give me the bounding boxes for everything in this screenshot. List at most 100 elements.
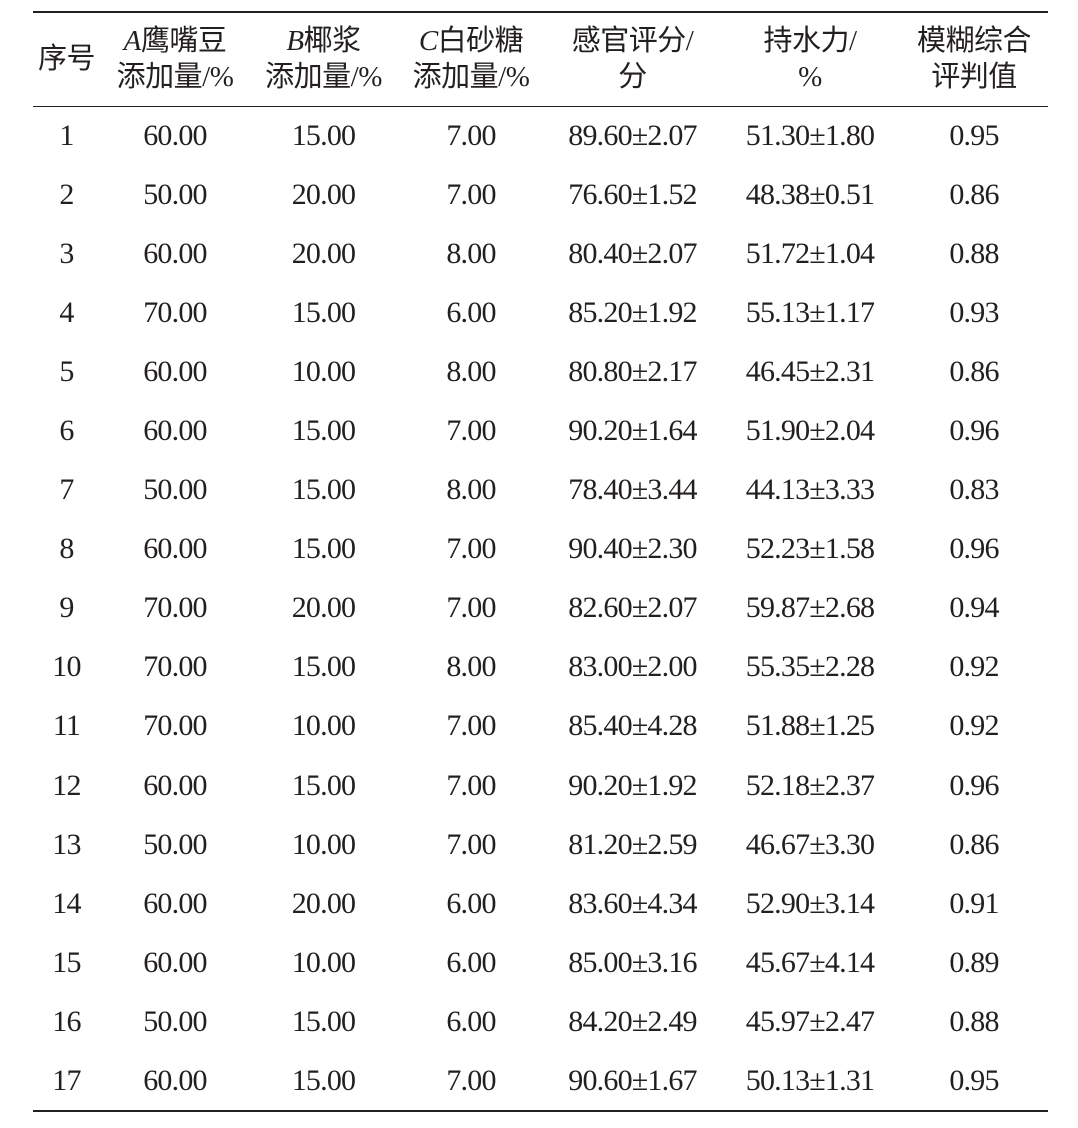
cell-fuzzy-score: 0.92: [949, 709, 999, 743]
cell-fuzzy-score: 0.86: [949, 354, 999, 388]
cell-index: 16: [52, 1004, 81, 1038]
cell-chickpea: 60.00: [143, 354, 207, 388]
cell-chickpea: 60.00: [143, 414, 207, 448]
cell-chickpea: 60.00: [143, 1063, 207, 1097]
cell-index: 7: [59, 473, 74, 507]
table-row: 8 60.00 15.00 7.00 90.40±2.30 52.23±1.58 0.96: [33, 520, 1048, 579]
cell-chickpea: 70.00: [143, 650, 207, 684]
cell-index: 1: [59, 118, 74, 152]
table-row: 14 60.00 20.00 6.00 83.60±4.34 52.90±3.14 0.91: [33, 874, 1048, 933]
cell-coconut-milk: 20.00: [291, 177, 356, 211]
cell-water-holding: 45.97±2.47: [745, 1004, 875, 1038]
cell-fuzzy-score: 0.92: [949, 650, 999, 684]
cell-index: 12: [52, 768, 81, 802]
header-col-chickpea: A鹰嘴豆 添加量/%: [100, 12, 250, 106]
cell-water-holding: 55.35±2.28: [745, 650, 875, 684]
cell-coconut-milk: 20.00: [291, 591, 356, 625]
table-row: 6 60.00 15.00 7.00 90.20±1.64 51.90±2.04 0.96: [33, 401, 1048, 460]
cell-sensory-score: 78.40±3.44: [568, 473, 697, 507]
cell-water-holding: 52.23±1.58: [745, 532, 875, 566]
cell-fuzzy-score: 0.95: [949, 1063, 999, 1097]
cell-sensory-score: 83.00±2.00: [568, 650, 697, 684]
cell-chickpea: 60.00: [143, 236, 207, 270]
header-text: 鹰嘴豆: [140, 25, 227, 58]
header-line2: 评判值: [931, 61, 1017, 94]
cell-chickpea: 60.00: [143, 945, 207, 979]
factor-letter: B: [286, 25, 304, 58]
cell-sugar: 7.00: [446, 177, 496, 211]
header-line2: 添加量/%: [412, 61, 530, 94]
cell-water-holding: 52.18±2.37: [745, 768, 875, 802]
cell-sugar: 8.00: [446, 354, 496, 388]
cell-chickpea: 60.00: [143, 768, 207, 802]
cell-sugar: 7.00: [446, 118, 496, 152]
table-row: 4 70.00 15.00 6.00 85.20±1.92 55.13±1.17 0.93: [33, 283, 1048, 342]
cell-coconut-milk: 15.00: [291, 414, 356, 448]
cell-fuzzy-score: 0.96: [949, 532, 999, 566]
cell-chickpea: 60.00: [143, 886, 207, 920]
cell-index: 13: [52, 827, 81, 861]
cell-water-holding: 51.88±1.25: [745, 709, 875, 743]
cell-chickpea: 50.00: [143, 827, 207, 861]
cell-fuzzy-score: 0.83: [949, 473, 999, 507]
cell-coconut-milk: 15.00: [291, 532, 356, 566]
cell-index: 9: [59, 591, 74, 625]
cell-fuzzy-score: 0.96: [949, 414, 999, 448]
cell-chickpea: 70.00: [143, 591, 207, 625]
cell-chickpea: 60.00: [143, 532, 207, 566]
cell-sugar: 7.00: [446, 414, 496, 448]
table-row: 3 60.00 20.00 8.00 80.40±2.07 51.72±1.04 0.88: [33, 224, 1048, 283]
cell-fuzzy-score: 0.89: [949, 945, 999, 979]
cell-coconut-milk: 10.00: [291, 354, 356, 388]
header-text: 持水力/: [763, 25, 857, 58]
results-table: 序号 A鹰嘴豆 添加量/% B椰浆 添加量/% C白砂糖 添加量/% 感官评分/分持水力/% 模…: [33, 11, 1048, 1112]
table-row: 12 60.00 15.00 7.00 90.20±1.92 52.18±2.37 0.96: [33, 756, 1048, 815]
cell-water-holding: 52.90±3.14: [745, 886, 875, 920]
header-col-sensory-score: 感官评分/分: [545, 12, 720, 106]
cell-coconut-milk: 20.00: [291, 886, 356, 920]
cell-index: 15: [52, 945, 81, 979]
header-col-sugar: C白砂糖 添加量/%: [397, 12, 545, 106]
cell-chickpea: 70.00: [143, 709, 207, 743]
cell-sensory-score: 90.20±1.92: [568, 768, 697, 802]
table-row: 17 60.00 15.00 7.00 90.60±1.67 50.13±1.31 0.95: [33, 1052, 1048, 1111]
cell-fuzzy-score: 0.91: [949, 886, 999, 920]
table-row: 2 50.00 20.00 7.00 76.60±1.52 48.38±0.51 0.86: [33, 165, 1048, 224]
cell-water-holding: 46.45±2.31: [745, 354, 875, 388]
cell-index: 4: [59, 295, 74, 329]
header-col-water-holding: 持水力/%: [720, 12, 900, 106]
table-header: 序号 A鹰嘴豆 添加量/% B椰浆 添加量/% C白砂糖 添加量/% 感官评分/分持水力/% 模…: [33, 12, 1048, 106]
header-col-fuzzy-score: 模糊综合 评判值: [900, 12, 1048, 106]
cell-coconut-milk: 10.00: [291, 709, 356, 743]
cell-sugar: 7.00: [446, 591, 496, 625]
cell-water-holding: 48.38±0.51: [745, 177, 875, 211]
cell-chickpea: 70.00: [143, 295, 207, 329]
cell-sugar: 6.00: [446, 1004, 496, 1038]
cell-sugar: 7.00: [446, 709, 496, 743]
header-line2: 分: [618, 61, 647, 94]
cell-coconut-milk: 15.00: [291, 473, 356, 507]
header-text: 白砂糖: [437, 25, 524, 58]
header-line2: 添加量/%: [116, 61, 234, 94]
cell-fuzzy-score: 0.93: [949, 295, 999, 329]
cell-sensory-score: 90.60±1.67: [568, 1063, 697, 1097]
header-col-index: 序号: [33, 12, 100, 106]
cell-water-holding: 51.30±1.80: [745, 118, 875, 152]
cell-chickpea: 50.00: [143, 1004, 207, 1038]
header-text: 模糊综合: [916, 25, 1032, 58]
cell-fuzzy-score: 0.88: [949, 1004, 999, 1038]
cell-coconut-milk: 15.00: [291, 650, 356, 684]
cell-sugar: 7.00: [446, 1063, 496, 1097]
cell-water-holding: 46.67±3.30: [745, 827, 875, 861]
cell-sugar: 8.00: [446, 473, 496, 507]
cell-sensory-score: 80.40±2.07: [568, 236, 697, 270]
table-row: 5 60.00 10.00 8.00 80.80±2.17 46.45±2.31 0.86: [33, 342, 1048, 401]
cell-fuzzy-score: 0.86: [949, 177, 999, 211]
header-text: 序号: [37, 43, 96, 76]
header-line1: 感官评分/: [545, 23, 720, 59]
cell-water-holding: 55.13±1.17: [745, 295, 875, 329]
cell-index: 8: [59, 532, 74, 566]
cell-index: 11: [52, 709, 81, 743]
table-row: 13 50.00 10.00 7.00 81.20±2.59 46.67±3.30 0.86: [33, 815, 1048, 874]
cell-index: 6: [59, 414, 74, 448]
